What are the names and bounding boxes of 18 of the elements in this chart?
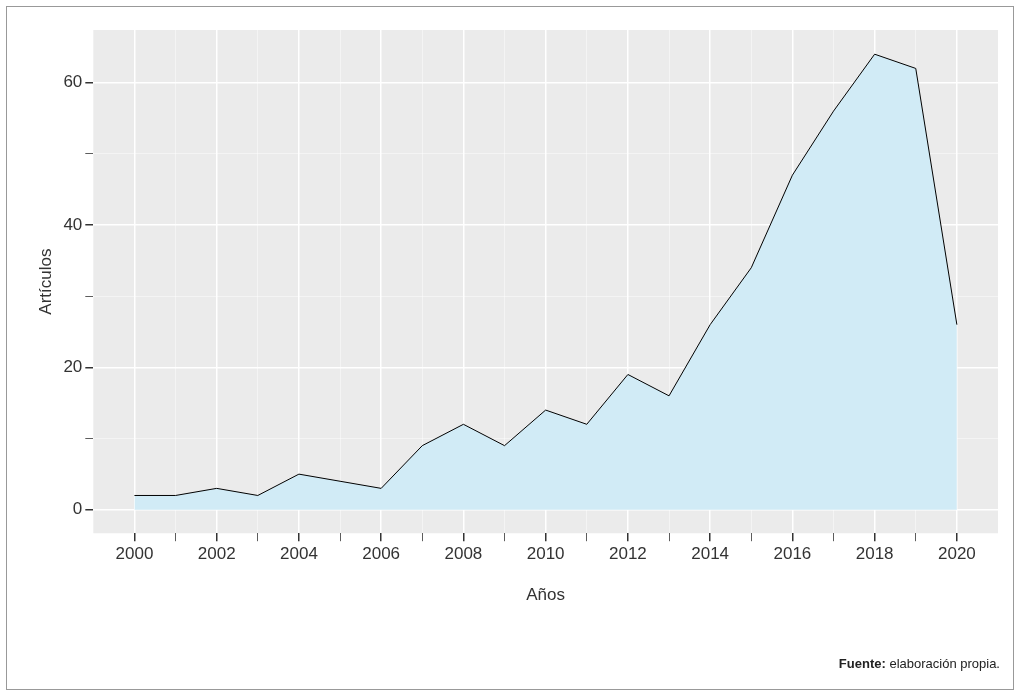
x-tick-label: 2014 [691, 544, 730, 564]
x-axis-title: Años [526, 585, 566, 605]
x-tick-label: 2010 [526, 544, 565, 564]
x-tick-label: 2018 [855, 544, 894, 564]
y-axis-title: Artículos [35, 248, 55, 315]
y-tick-label: 0 [72, 499, 83, 519]
x-tick-label: 2008 [444, 544, 483, 564]
x-tick-label: 2016 [773, 544, 812, 564]
y-tick-label: 20 [63, 357, 83, 377]
y-tick-label: 60 [63, 72, 83, 92]
x-tick-label: 2020 [937, 544, 976, 564]
x-tick-label: 2006 [362, 544, 401, 564]
x-tick-label: 2000 [115, 544, 154, 564]
x-tick-label: 2004 [280, 544, 318, 564]
x-tick-label: 2002 [197, 544, 236, 564]
x-tick-label: 2012 [608, 544, 647, 564]
y-tick-label: 40 [63, 214, 83, 234]
source-note: Fuente: elaboración propia. [838, 656, 1000, 671]
